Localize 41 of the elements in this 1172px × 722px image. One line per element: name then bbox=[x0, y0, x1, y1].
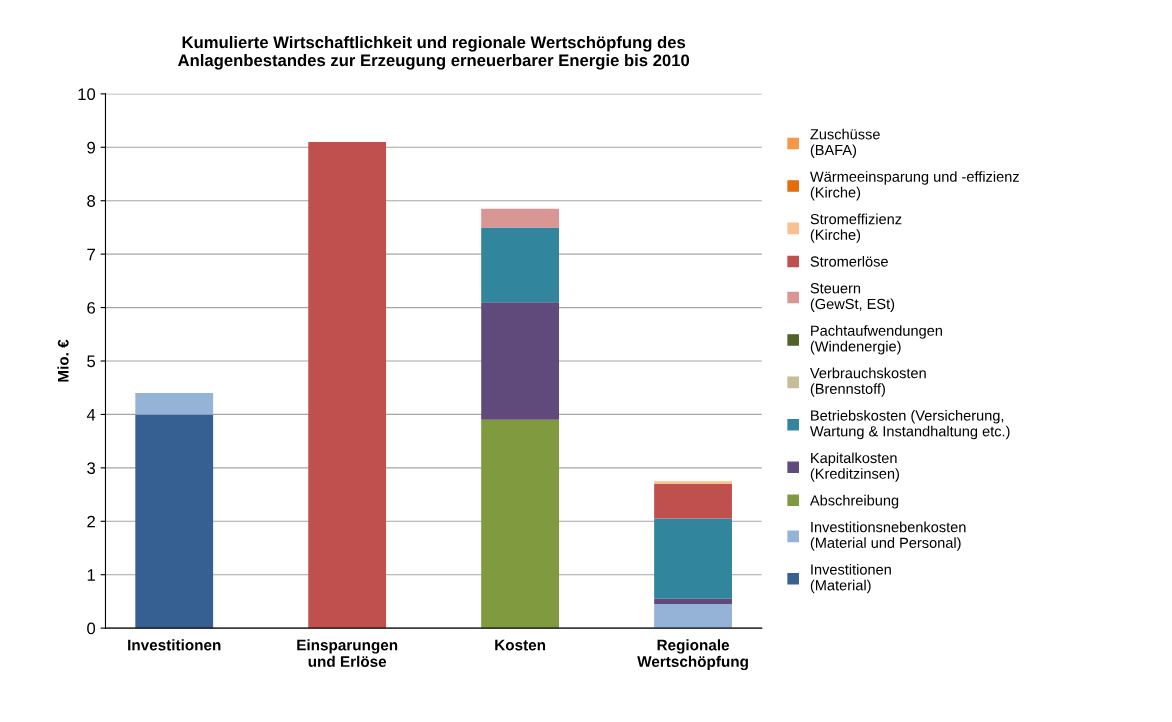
legend-label: Betriebskosten (Versicherung, Wartung & Instandhaltung etc.) bbox=[809, 409, 1010, 440]
y-tick-label: 7 bbox=[87, 248, 95, 261]
x-tick-label: Einsparungen und Erlöse bbox=[297, 639, 398, 667]
y-tick-label: 2 bbox=[87, 515, 95, 528]
legend-label: Zuschüsse (BAFA) bbox=[810, 128, 880, 158]
y-tick-label: 6 bbox=[87, 301, 96, 314]
bar bbox=[481, 227, 560, 303]
bar bbox=[308, 141, 387, 629]
y-tick-label: 3 bbox=[87, 462, 96, 475]
legend-label: Verbrauchskosten (Brennstoff) bbox=[809, 367, 926, 397]
bar bbox=[481, 208, 560, 228]
bar bbox=[654, 604, 732, 629]
legend-label: Wärmeeinsparung und -effizienz (Kirche) bbox=[809, 171, 1019, 201]
legend-label: Steuern (GewSt, ESt) bbox=[810, 283, 895, 312]
bar bbox=[481, 302, 560, 420]
legend-label: Stromeffizienz (Kirche) bbox=[810, 213, 902, 243]
bar bbox=[654, 483, 732, 519]
bar bbox=[654, 481, 732, 484]
legend-label: Abschreibung bbox=[809, 494, 899, 509]
x-tick-label: Regionale Wertschöpfung bbox=[637, 639, 748, 671]
bar bbox=[481, 419, 560, 629]
bar bbox=[654, 598, 732, 605]
bar bbox=[135, 414, 214, 629]
y-tick-label: 9 bbox=[87, 141, 95, 154]
legend-label: Investitionen (Material) bbox=[810, 563, 891, 594]
x-tick-label: Investitionen bbox=[128, 639, 221, 651]
bar bbox=[135, 393, 214, 415]
y-tick-label: 4 bbox=[86, 409, 96, 421]
bar bbox=[654, 518, 732, 599]
y-axis-title: Mio. € bbox=[57, 339, 69, 382]
legend-label: Kapitalkosten (Kreditzinsen) bbox=[810, 452, 899, 482]
legend-label: Stromerlöse bbox=[810, 255, 888, 267]
y-tick-label: 0 bbox=[87, 622, 96, 635]
y-tick-label: 8 bbox=[87, 195, 96, 207]
y-tick-label: 1 bbox=[87, 569, 95, 581]
x-tick-label: Kosten bbox=[495, 639, 546, 651]
y-tick-label: 5 bbox=[87, 355, 96, 368]
legend-label: Investitionsnebenkosten (Material und Personal) bbox=[810, 521, 966, 551]
y-tick-label: 10 bbox=[78, 88, 96, 101]
legend-label: Pachtaufwendungen (Windenergie) bbox=[810, 325, 942, 355]
chart-title: Kumulierte Wirtschaftlichkeit und regionale Wertschöpfung des Anlagenbestandes zur Erzeugung erneuerbarer Energie bis 2010 bbox=[177, 35, 690, 70]
